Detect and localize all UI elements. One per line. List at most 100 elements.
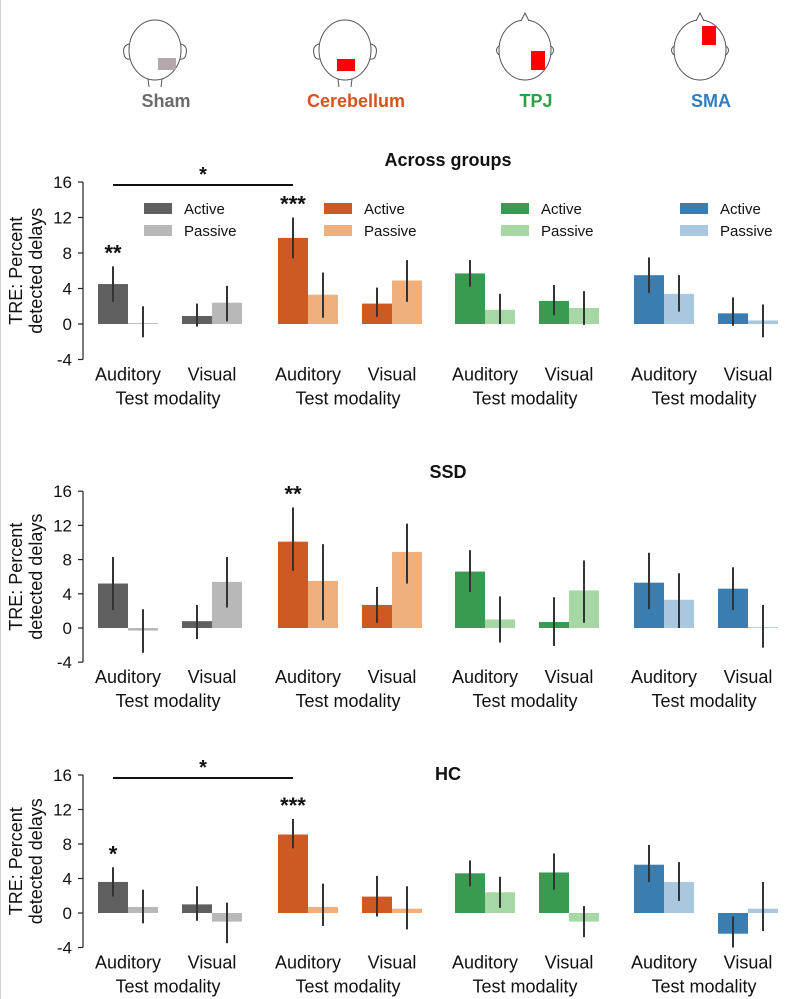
neck bbox=[147, 78, 163, 88]
x-axis-label: Test modality bbox=[472, 389, 577, 409]
y-tick-label: -4 bbox=[57, 653, 72, 672]
legend-label-passive: Passive bbox=[541, 223, 594, 240]
legend-label-active: Active bbox=[364, 201, 405, 218]
x-axis-label: Test modality bbox=[295, 389, 400, 409]
head-outline bbox=[128, 19, 182, 81]
x-tick-label-auditory: Auditory bbox=[452, 365, 518, 385]
x-tick-label-auditory: Auditory bbox=[275, 667, 341, 687]
left-border bbox=[0, 0, 1, 999]
x-tick-label-auditory: Auditory bbox=[275, 953, 341, 973]
x-axis-label: Test modality bbox=[651, 977, 756, 997]
x-tick-label-auditory: Auditory bbox=[95, 953, 161, 973]
right-ear bbox=[369, 43, 377, 60]
nose bbox=[520, 11, 530, 22]
y-tick-label: 0 bbox=[63, 904, 72, 923]
legend-swatch-passive bbox=[144, 225, 172, 236]
x-axis-label: Test modality bbox=[472, 691, 577, 711]
left-ear bbox=[671, 45, 675, 56]
right-ear bbox=[725, 45, 729, 56]
x-axis-label: Test modality bbox=[115, 691, 220, 711]
legend-label-passive: Passive bbox=[184, 223, 237, 240]
x-tick-label-visual: Visual bbox=[724, 365, 773, 385]
legend-label-passive: Passive bbox=[720, 223, 773, 240]
left-ear bbox=[123, 43, 131, 60]
region-label-tpj: TPJ bbox=[519, 91, 552, 111]
y-axis-label: TRE: Percentdetected delays bbox=[6, 208, 46, 334]
x-tick-label-visual: Visual bbox=[724, 953, 773, 973]
legend-swatch-active bbox=[324, 203, 352, 214]
legend-swatch-passive bbox=[680, 225, 708, 236]
y-tick-label: 16 bbox=[53, 766, 72, 785]
significance-star: *** bbox=[280, 192, 306, 217]
y-axis-label-line: detected delays bbox=[26, 514, 46, 640]
y-axis-label-line: TRE: Percent bbox=[6, 807, 26, 915]
y-tick-label: 4 bbox=[63, 585, 72, 604]
region-label-sham: Sham bbox=[141, 91, 190, 111]
legend-swatch-active bbox=[501, 203, 529, 214]
y-axis-label-line: TRE: Percent bbox=[6, 523, 26, 631]
x-tick-label-auditory: Auditory bbox=[631, 667, 697, 687]
region-label-sma: SMA bbox=[691, 91, 731, 111]
x-tick-label-visual: Visual bbox=[545, 953, 594, 973]
x-tick-label-visual: Visual bbox=[545, 365, 594, 385]
x-tick-label-visual: Visual bbox=[724, 667, 773, 687]
y-tick-label: 4 bbox=[63, 870, 72, 889]
y-tick-label: 12 bbox=[53, 209, 72, 228]
head-top-icon bbox=[496, 11, 554, 81]
legend-label-active: Active bbox=[720, 201, 761, 218]
x-tick-label-visual: Visual bbox=[368, 365, 417, 385]
x-tick-label-auditory: Auditory bbox=[452, 953, 518, 973]
y-tick-label: 12 bbox=[53, 516, 72, 535]
x-tick-label-auditory: Auditory bbox=[631, 365, 697, 385]
x-axis-label: Test modality bbox=[115, 389, 220, 409]
head-top-icon bbox=[671, 11, 729, 81]
panel-title: Across groups bbox=[384, 150, 511, 170]
panel-title: HC bbox=[435, 764, 461, 784]
head-outline bbox=[318, 19, 372, 81]
tpj-stimulation-marker bbox=[531, 51, 545, 70]
x-axis-label: Test modality bbox=[651, 389, 756, 409]
significance-star: * bbox=[199, 757, 207, 779]
y-tick-label: 16 bbox=[53, 173, 72, 192]
legend-swatch-passive bbox=[501, 225, 529, 236]
x-tick-label-visual: Visual bbox=[368, 953, 417, 973]
y-axis-label-line: detected delays bbox=[26, 208, 46, 334]
y-tick-label: 16 bbox=[53, 482, 72, 501]
legend-label-passive: Passive bbox=[364, 223, 417, 240]
neck bbox=[337, 78, 353, 88]
significance-star: ** bbox=[104, 240, 122, 265]
cerebellum-stimulation-marker bbox=[337, 59, 355, 71]
x-axis-label: Test modality bbox=[651, 691, 756, 711]
y-tick-label: -4 bbox=[57, 939, 72, 958]
right-ear bbox=[179, 43, 187, 60]
significance-star: * bbox=[199, 164, 207, 186]
y-tick-label: -4 bbox=[57, 351, 72, 370]
significance-star: ** bbox=[284, 481, 302, 506]
head-outline bbox=[673, 19, 727, 81]
x-axis-label: Test modality bbox=[115, 977, 220, 997]
panel-title: SSD bbox=[429, 462, 466, 482]
legend-label-active: Active bbox=[184, 201, 225, 218]
head-back-icon bbox=[123, 19, 187, 88]
y-tick-label: 12 bbox=[53, 801, 72, 820]
region-label-cerebellum: Cerebellum bbox=[307, 91, 405, 111]
occipital-stimulation-marker bbox=[158, 58, 176, 70]
x-tick-label-auditory: Auditory bbox=[631, 953, 697, 973]
left-ear bbox=[496, 45, 500, 56]
head-back-icon bbox=[313, 19, 377, 88]
x-tick-label-auditory: Auditory bbox=[95, 667, 161, 687]
x-tick-label-visual: Visual bbox=[188, 953, 237, 973]
legend-swatch-active bbox=[680, 203, 708, 214]
x-tick-label-auditory: Auditory bbox=[95, 365, 161, 385]
y-tick-label: 8 bbox=[63, 835, 72, 854]
left-ear bbox=[313, 43, 321, 60]
nose bbox=[695, 11, 705, 22]
sma-stimulation-marker bbox=[702, 26, 716, 45]
y-axis-label: TRE: Percentdetected delays bbox=[6, 798, 46, 924]
y-axis-label-line: detected delays bbox=[26, 798, 46, 924]
y-axis-label-line: TRE: Percent bbox=[6, 217, 26, 325]
y-tick-label: 0 bbox=[63, 315, 72, 334]
y-axis-label: TRE: Percentdetected delays bbox=[6, 514, 46, 640]
legend-swatch-active bbox=[144, 203, 172, 214]
